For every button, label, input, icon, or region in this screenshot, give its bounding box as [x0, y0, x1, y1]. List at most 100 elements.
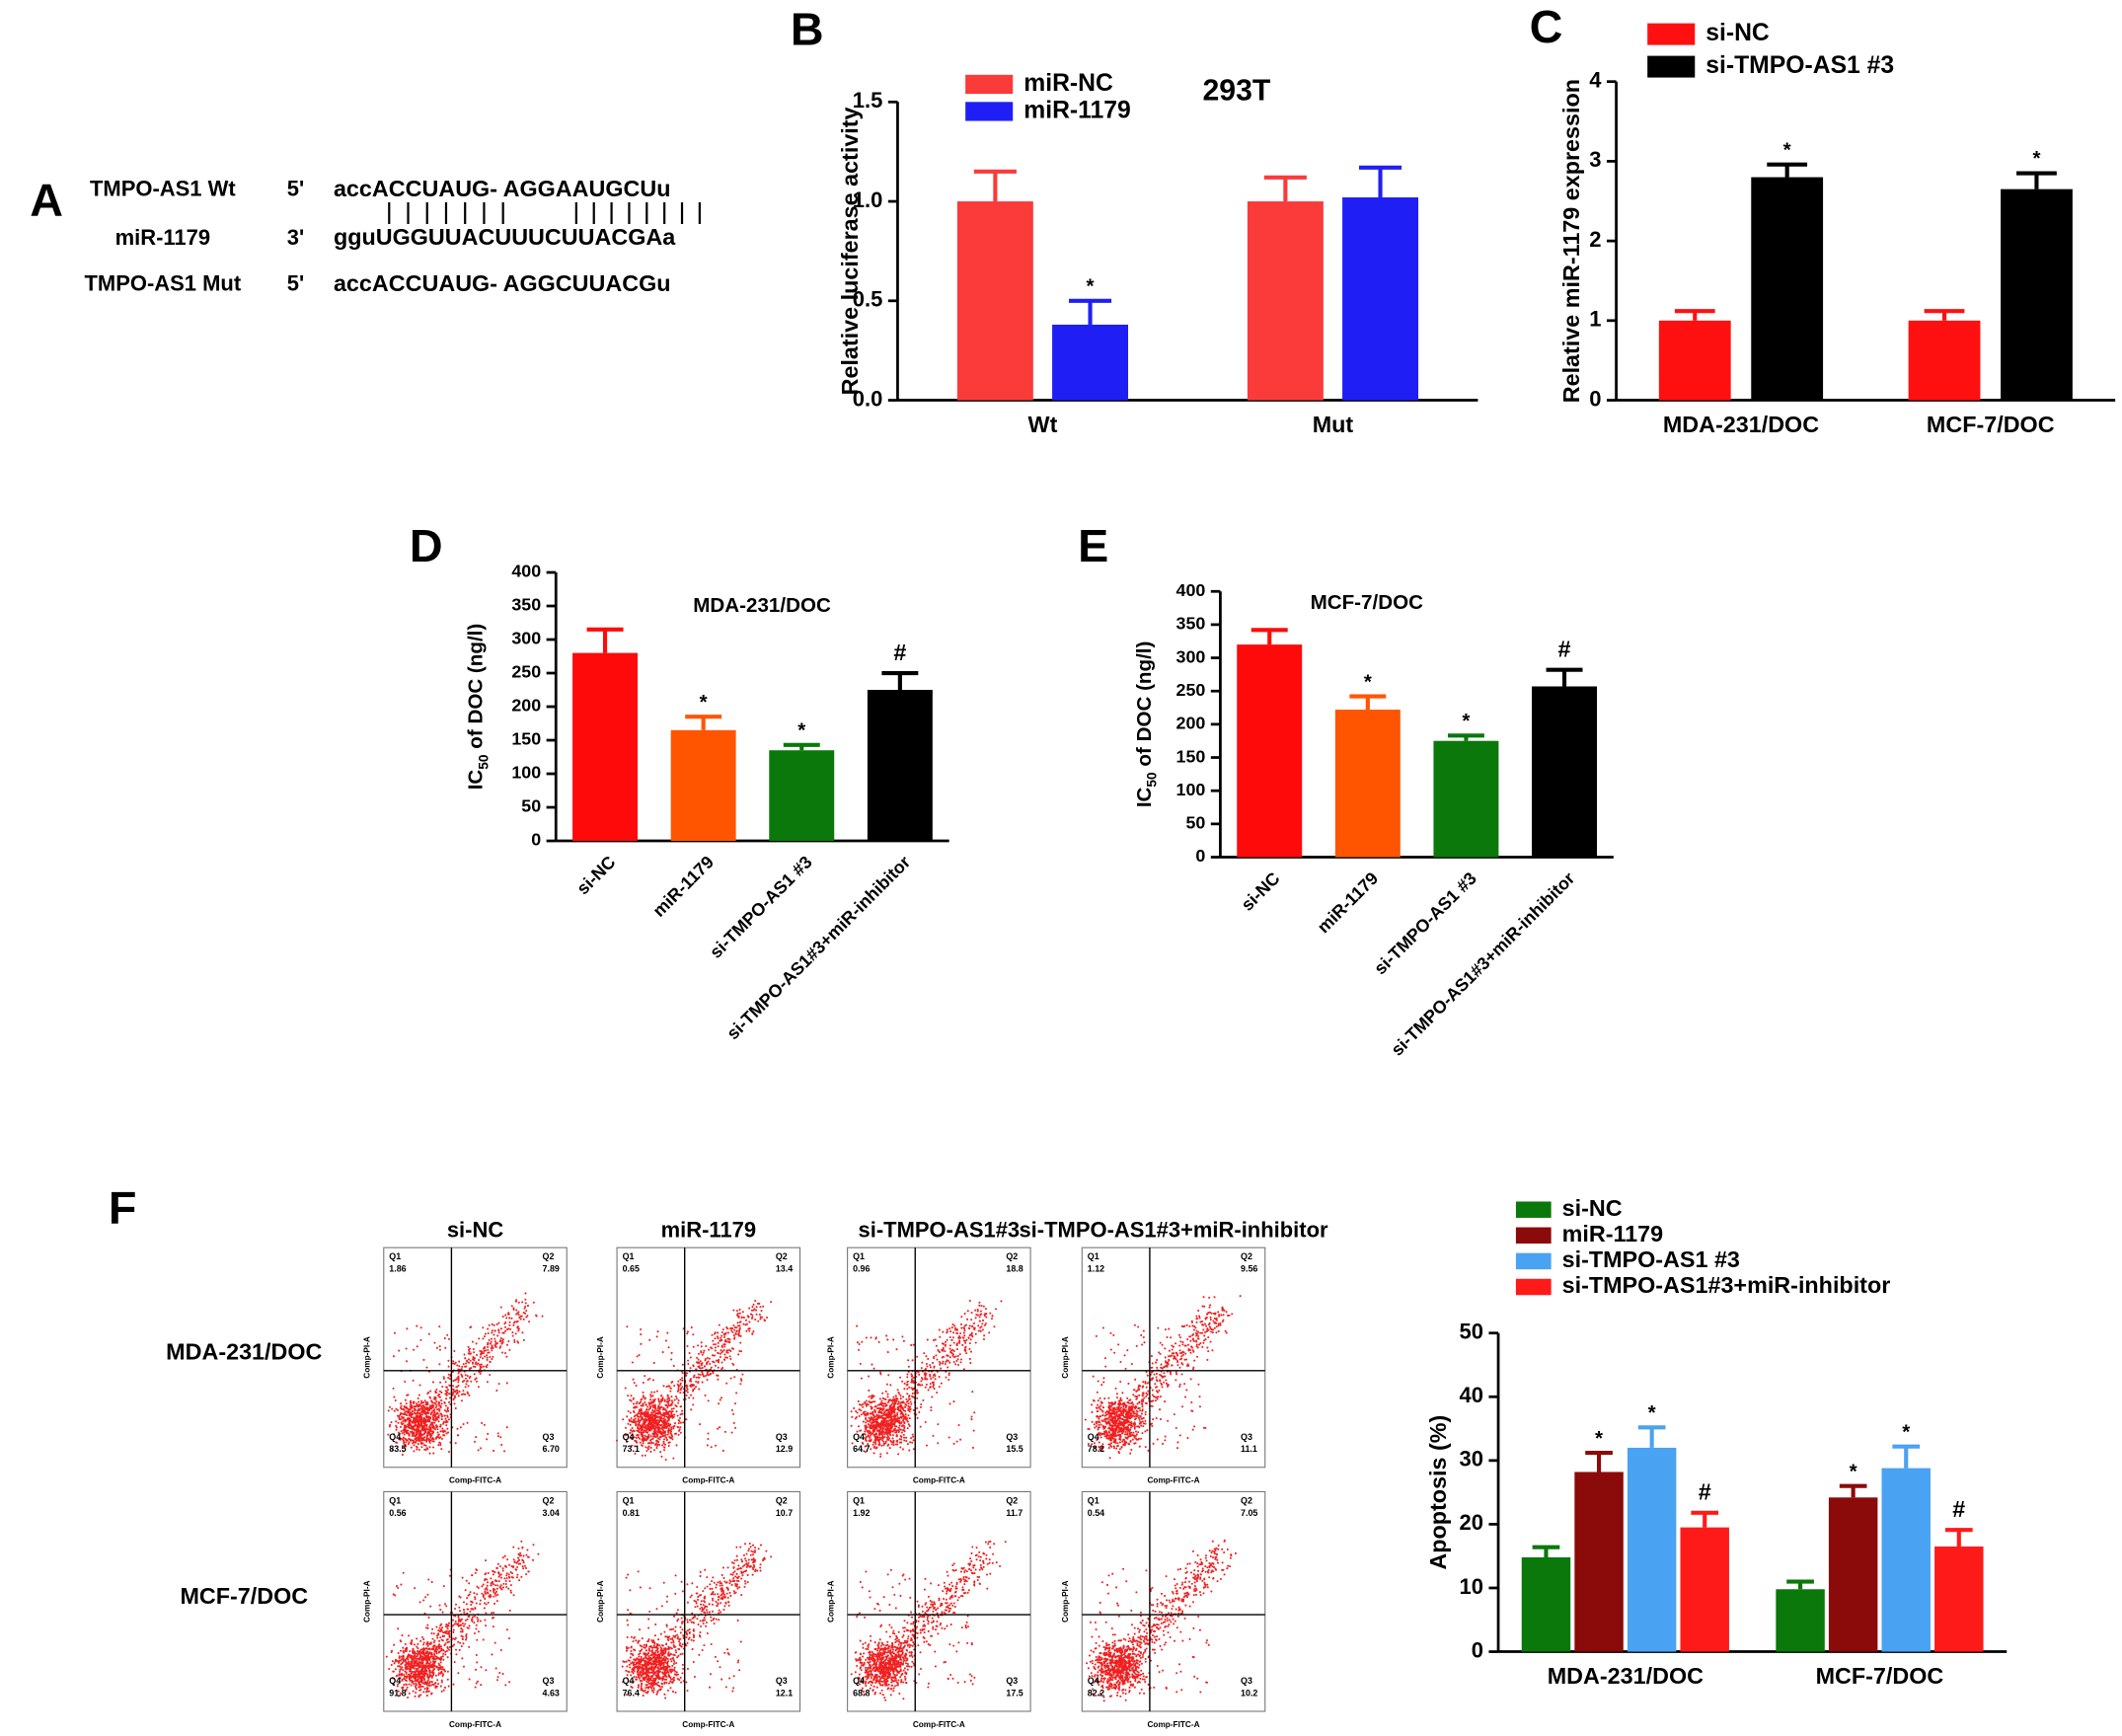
error-bar: [1349, 694, 1387, 711]
quadrant-name: Q4: [1088, 1432, 1099, 1442]
significance-mark: *: [1850, 1460, 1857, 1482]
flow-plot: Q1 0.81 Q2 10.7 Q3 12.1 Q4 76.4 Comp-FITC-A Comp-…: [596, 1490, 801, 1729]
quadrant-name: Q2: [1241, 1495, 1252, 1505]
x-tick-label: MDA-231/DOC: [1548, 1663, 1704, 1689]
error-bar: [1786, 1579, 1814, 1590]
legend-swatch: [1515, 1227, 1552, 1245]
legend-label: si-TMPO-AS1#3+miR-inhibitor: [1562, 1272, 1891, 1298]
cell-events: [850, 1540, 1007, 1701]
y-tick-label: 0: [1589, 386, 1601, 411]
y-tick-label: 0.0: [853, 386, 883, 411]
x-axis-label: Comp-FITC-A: [913, 1476, 965, 1485]
chart-title: MDA-231/DOC: [693, 594, 831, 617]
quadrant-value: 1.92: [853, 1508, 870, 1518]
significance-mark: *: [1783, 138, 1791, 161]
y-tick-label: 150: [511, 729, 541, 749]
bar: [1908, 320, 1981, 401]
y-tick-label: 0: [1195, 846, 1205, 866]
y-axis-label: IC50 of DOC (ng/l): [1133, 642, 1159, 808]
legend-swatch: [1515, 1252, 1552, 1270]
panel-letter: A: [30, 175, 63, 226]
flow-plot: Q1 0.96 Q2 18.8 Q3 15.5 Q4 64.7 Comp-FITC-A Comp-…: [826, 1246, 1031, 1485]
sequence-name: TMPO-AS1 Wt: [90, 176, 236, 200]
quadrant-value: 0.54: [1088, 1508, 1104, 1518]
y-axis-label-subscript: 50: [476, 754, 491, 770]
legend-label: si-NC: [1562, 1195, 1623, 1221]
sequence-name: miR-1179: [115, 225, 210, 250]
quadrant-name: Q4: [623, 1432, 635, 1442]
y-axis-label: Comp-PI-A: [596, 1580, 605, 1623]
quadrant-name: Q2: [776, 1251, 788, 1261]
sequence: accACCUAUG- AGGAAUGCUu: [334, 176, 671, 201]
error-bar: [1839, 1483, 1867, 1498]
y-axis-label: Comp-PI-A: [362, 1336, 371, 1379]
y-axis-label-rest: of DOC (ng/l): [465, 624, 488, 755]
y-tick-label: 250: [1176, 680, 1206, 700]
y-tick-label: 350: [1176, 614, 1206, 634]
row-label: MDA-231/DOC: [166, 1338, 322, 1364]
y-axis-label: Comp-PI-A: [826, 1580, 835, 1623]
legend-label: miR-1179: [1023, 97, 1131, 123]
quadrant-name: Q3: [776, 1432, 788, 1442]
significance-mark: *: [797, 718, 805, 741]
quadrant-name: Q4: [623, 1676, 635, 1686]
y-tick-label: 100: [511, 763, 541, 783]
quadrant-name: Q3: [1241, 1432, 1252, 1442]
y-tick-label: 4: [1589, 68, 1602, 93]
bar: [1532, 686, 1597, 858]
legend-swatch: [1515, 1201, 1552, 1218]
quadrant-name: Q3: [1241, 1676, 1252, 1686]
x-axis-label: Comp-FITC-A: [913, 1720, 965, 1729]
cell-events: [615, 1299, 773, 1462]
significance-mark: *: [1087, 274, 1095, 297]
quadrant-value: 91.8: [389, 1689, 406, 1698]
y-tick-label: 0: [531, 830, 541, 850]
quadrant-name: Q1: [389, 1251, 401, 1261]
legend-label: miR-1179: [1562, 1221, 1664, 1246]
error-bar: [1892, 1444, 1921, 1469]
error-bar: [1250, 628, 1288, 645]
cell-events: [385, 1540, 540, 1699]
quadrant-value: 11.7: [1006, 1508, 1023, 1518]
quadrant-value: 78.2: [1088, 1444, 1104, 1454]
legend-label: si-TMPO-AS1 #3: [1705, 52, 1894, 79]
y-tick-label: 3: [1589, 147, 1601, 172]
panel-letter: F: [109, 1181, 137, 1233]
bar: [1574, 1472, 1624, 1652]
error-bar: [1944, 1528, 1973, 1547]
cell-events: [850, 1299, 1003, 1458]
x-axis-label: Comp-FITC-A: [1147, 1720, 1199, 1729]
panel-letter: C: [1530, 1, 1563, 52]
pairing-lines: [388, 201, 701, 224]
error-bar: [1447, 733, 1484, 741]
y-tick-label: 1.0: [853, 188, 883, 212]
x-axis-label: Comp-FITC-A: [449, 1476, 501, 1485]
y-axis-label: IC50 of DOC (ng/l): [465, 624, 491, 791]
significance-mark: *: [1595, 1427, 1603, 1450]
cell-events: [387, 1292, 544, 1456]
sequence-name: TMPO-AS1 Mut: [85, 271, 242, 296]
quadrant-value: 0.65: [623, 1264, 640, 1274]
plot-frame: [616, 1246, 801, 1469]
quadrant-name: Q1: [389, 1495, 401, 1505]
flow-plot: Q1 0.54 Q2 7.05 Q3 10.2 Q4 82.2 Comp-FITC-A Comp-…: [1061, 1490, 1266, 1729]
y-axis-label: Comp-PI-A: [826, 1336, 835, 1379]
y-tick-label: 300: [511, 629, 541, 648]
x-tick-label: MCF-7/DOC: [1816, 1663, 1944, 1689]
quadrant-name: Q4: [853, 1432, 865, 1442]
quadrant-value: 10.7: [776, 1508, 793, 1518]
significance-mark: *: [1648, 1401, 1656, 1424]
legend-swatch: [965, 74, 1014, 95]
x-axis-label: Comp-FITC-A: [682, 1476, 734, 1485]
quadrant-name: Q1: [623, 1495, 635, 1505]
error-bar: [881, 670, 919, 691]
sequence-end: 3': [287, 225, 304, 250]
quadrant-value: 4.63: [543, 1689, 560, 1698]
flow-plot: Q1 1.12 Q2 9.56 Q3 11.1 Q4 78.2 Comp-FITC-A Comp-…: [1061, 1246, 1266, 1485]
panel-letter: E: [1078, 520, 1108, 571]
significance-mark: *: [2032, 147, 2040, 170]
quadrant-name: Q4: [389, 1432, 401, 1442]
chart-title: MCF-7/DOC: [1311, 591, 1424, 614]
quadrant-name: Q2: [543, 1251, 555, 1261]
